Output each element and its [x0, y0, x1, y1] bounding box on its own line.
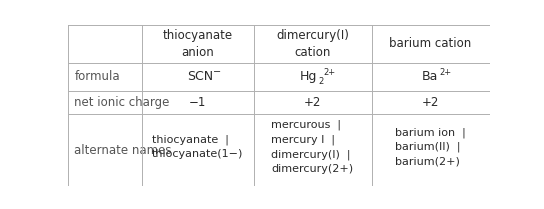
Text: formula: formula: [75, 70, 120, 83]
Text: dimercury(I)
cation: dimercury(I) cation: [276, 29, 349, 59]
Text: net ionic charge: net ionic charge: [75, 96, 170, 109]
Text: alternate names: alternate names: [75, 144, 172, 157]
Text: mercurous  |
mercury I  |
dimercury(I)  |
dimercury(2+): mercurous | mercury I | dimercury(I) | d…: [271, 120, 354, 174]
Text: Hg: Hg: [300, 70, 317, 83]
Text: SCN: SCN: [187, 70, 213, 83]
Text: barium ion  |
barium(II)  |
barium(2+): barium ion | barium(II) | barium(2+): [395, 127, 466, 167]
Text: Ba: Ba: [421, 70, 438, 83]
Text: thiocyanate  |
thiocyanate(1−): thiocyanate | thiocyanate(1−): [152, 135, 243, 159]
Text: 2+: 2+: [440, 68, 452, 77]
Text: barium cation: barium cation: [390, 37, 472, 51]
Text: −: −: [213, 68, 221, 78]
Text: +2: +2: [422, 96, 439, 109]
Text: −1: −1: [189, 96, 206, 109]
Text: thiocyanate
anion: thiocyanate anion: [163, 29, 233, 59]
Text: 2: 2: [318, 77, 323, 86]
Text: +2: +2: [304, 96, 321, 109]
Text: 2+: 2+: [323, 68, 335, 77]
